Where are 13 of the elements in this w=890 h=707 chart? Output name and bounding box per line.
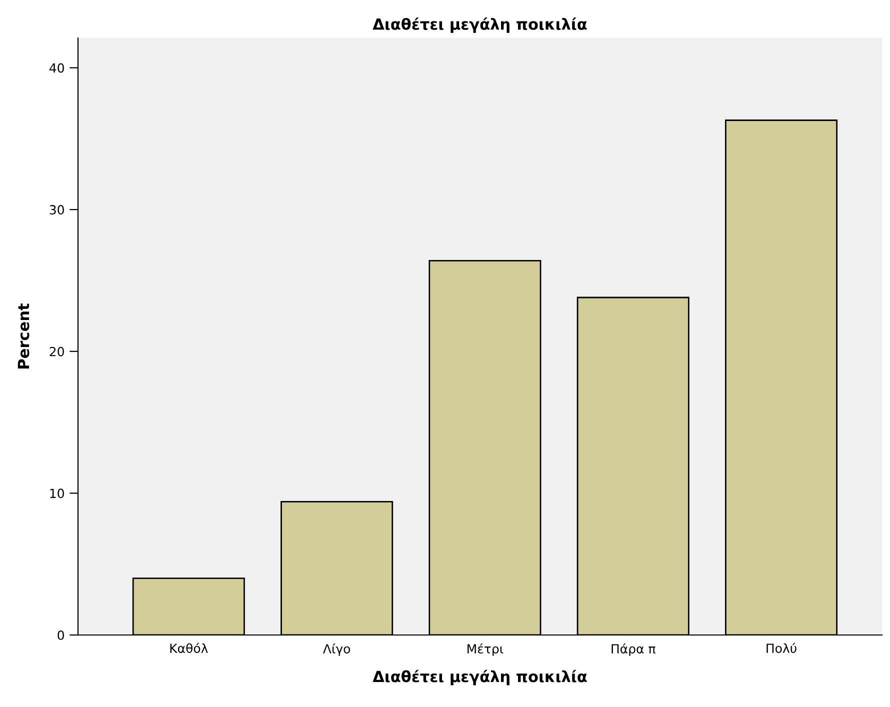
y-axis-title: Percent — [18, 304, 30, 368]
y-tick-label: 30 — [50, 205, 64, 215]
chart-title: Διαθέτει μεγάλη ποικιλία — [372, 17, 587, 33]
x-tick-label: Λίγο — [323, 643, 350, 656]
y-tick-label: 20 — [50, 346, 64, 356]
y-tick-label: 0 — [58, 630, 64, 640]
y-tick-label: 10 — [50, 488, 64, 498]
x-tick-label: Μέτρι — [468, 643, 504, 656]
x-tick-label: Πολύ — [766, 642, 796, 654]
y-tick-label: 40 — [50, 63, 64, 73]
x-axis-title: Διαθέτει μεγάλη ποικιλία — [372, 670, 587, 686]
x-tick-label: Καθόλ — [170, 642, 208, 654]
x-tick-label: Πάρα π — [612, 643, 656, 656]
